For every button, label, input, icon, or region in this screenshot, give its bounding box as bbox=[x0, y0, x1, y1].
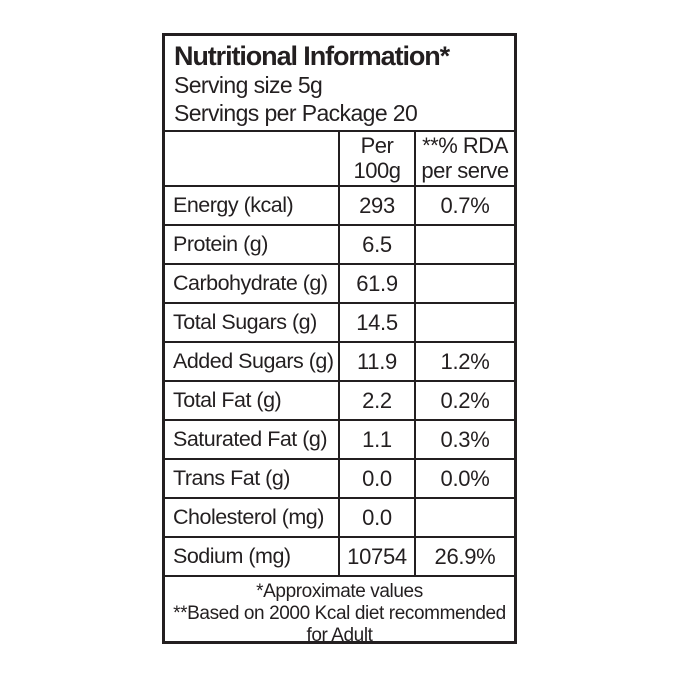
nutrient-rda-value bbox=[414, 226, 514, 264]
column-header-rda: **% RDA per serve bbox=[414, 132, 514, 186]
nutrient-row: Total Fat (g) 2.2 0.2% bbox=[165, 382, 514, 422]
nutrient-name: Energy (kcal) bbox=[173, 193, 294, 218]
label-footnotes: *Approximate values **Based on 2000 Kcal… bbox=[165, 577, 514, 647]
nutrient-name: Protein (g) bbox=[173, 232, 268, 257]
nutrient-row: Carbohydrate (g) 61.9 bbox=[165, 265, 514, 305]
nutrient-per100g-value: 6.5 bbox=[338, 226, 414, 264]
column-header-per100g-line2: 100g bbox=[353, 157, 401, 183]
nutrient-per100g-value: 1.1 bbox=[338, 421, 414, 459]
nutrient-per100g-value: 2.2 bbox=[338, 382, 414, 420]
nutrient-name: Saturated Fat (g) bbox=[173, 427, 328, 452]
nutrient-rda-value: 0.2% bbox=[414, 382, 514, 420]
nutrient-rows: Energy (kcal) 293 0.7% Protein (g) 6.5 C… bbox=[165, 187, 514, 578]
column-header-row: Per 100g **% RDA per serve bbox=[165, 132, 514, 188]
nutrient-rda-value: 1.2% bbox=[414, 343, 514, 381]
nutrient-rda-value bbox=[414, 304, 514, 342]
nutrient-rda-value bbox=[414, 265, 514, 303]
nutrient-name: Total Sugars (g) bbox=[173, 310, 317, 335]
nutrient-per100g-value: 293 bbox=[338, 187, 414, 225]
nutrient-row: Sodium (mg) 10754 26.9% bbox=[165, 538, 514, 578]
nutrient-row: Added Sugars (g) 11.9 1.2% bbox=[165, 343, 514, 383]
nutrient-row: Saturated Fat (g) 1.1 0.3% bbox=[165, 421, 514, 461]
nutrient-name: Cholesterol (mg) bbox=[173, 505, 324, 530]
nutrient-rda-value bbox=[414, 499, 514, 537]
column-header-per100g-line1: Per bbox=[360, 133, 394, 159]
nutrient-name: Total Fat (g) bbox=[173, 388, 282, 413]
nutrient-per100g-value: 0.0 bbox=[338, 460, 414, 498]
column-header-per100g: Per 100g bbox=[338, 132, 414, 186]
serving-size-text: Serving size 5g bbox=[174, 72, 323, 99]
nutrient-per100g-value: 61.9 bbox=[338, 265, 414, 303]
footnote-approximate-values: *Approximate values bbox=[256, 581, 423, 603]
nutrition-label: Nutritional Information* Serving size 5g… bbox=[162, 33, 517, 647]
label-title: Nutritional Information* bbox=[174, 41, 450, 71]
column-header-rda-line1: **% RDA bbox=[422, 133, 508, 159]
nutrient-rda-value: 26.9% bbox=[414, 538, 514, 576]
footnote-rda-basis-line2: for Adult bbox=[306, 624, 373, 646]
nutrient-name: Carbohydrate (g) bbox=[173, 271, 328, 296]
nutrient-row: Energy (kcal) 293 0.7% bbox=[165, 187, 514, 227]
nutrient-row: Total Sugars (g) 14.5 bbox=[165, 304, 514, 344]
nutrient-rda-value: 0.0% bbox=[414, 460, 514, 498]
nutrient-rda-value: 0.7% bbox=[414, 187, 514, 225]
nutrient-per100g-value: 11.9 bbox=[338, 343, 414, 381]
nutrient-name: Trans Fat (g) bbox=[173, 466, 290, 491]
nutrient-name: Sodium (mg) bbox=[173, 544, 291, 569]
nutrient-per100g-value: 14.5 bbox=[338, 304, 414, 342]
column-header-rda-line2: per serve bbox=[421, 157, 509, 183]
nutrient-per100g-value: 0.0 bbox=[338, 499, 414, 537]
servings-per-package-text: Servings per Package 20 bbox=[174, 99, 418, 126]
nutrient-per100g-value: 10754 bbox=[338, 538, 414, 576]
nutrient-rda-value: 0.3% bbox=[414, 421, 514, 459]
nutrient-name: Added Sugars (g) bbox=[173, 349, 334, 374]
column-header-nutrient bbox=[165, 132, 338, 185]
nutrient-row: Protein (g) 6.5 bbox=[165, 226, 514, 266]
nutrient-row: Cholesterol (mg) 0.0 bbox=[165, 499, 514, 539]
footnote-rda-basis: **Based on 2000 Kcal diet recommended bbox=[173, 603, 506, 625]
label-header: Nutritional Information* Serving size 5g… bbox=[165, 36, 514, 133]
nutrient-row: Trans Fat (g) 0.0 0.0% bbox=[165, 460, 514, 500]
